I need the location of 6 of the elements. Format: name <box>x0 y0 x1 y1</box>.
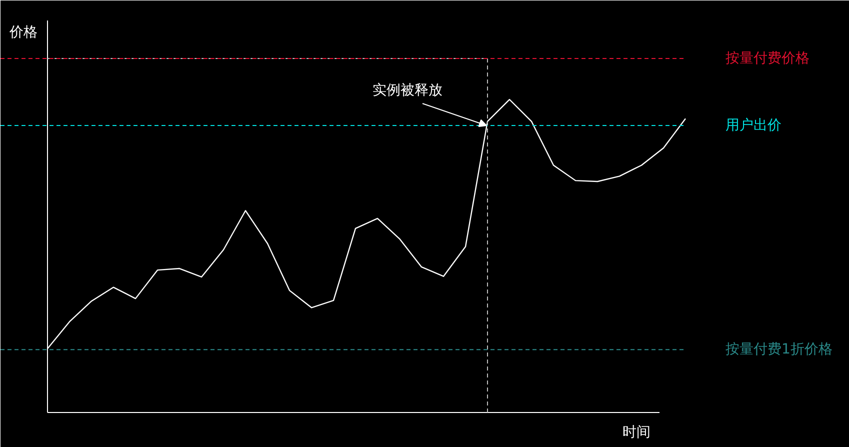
x-axis-title: 时间 <box>622 424 650 440</box>
text: 实例被释放 <box>372 82 442 98</box>
ref-line-label: 用户出价 <box>726 117 782 134</box>
y-axis-title: 价格 <box>8 24 38 40</box>
ref-line-label: 按量付费价格 <box>726 50 810 66</box>
ref-line-label: 按量付费1折价格 <box>726 342 832 358</box>
